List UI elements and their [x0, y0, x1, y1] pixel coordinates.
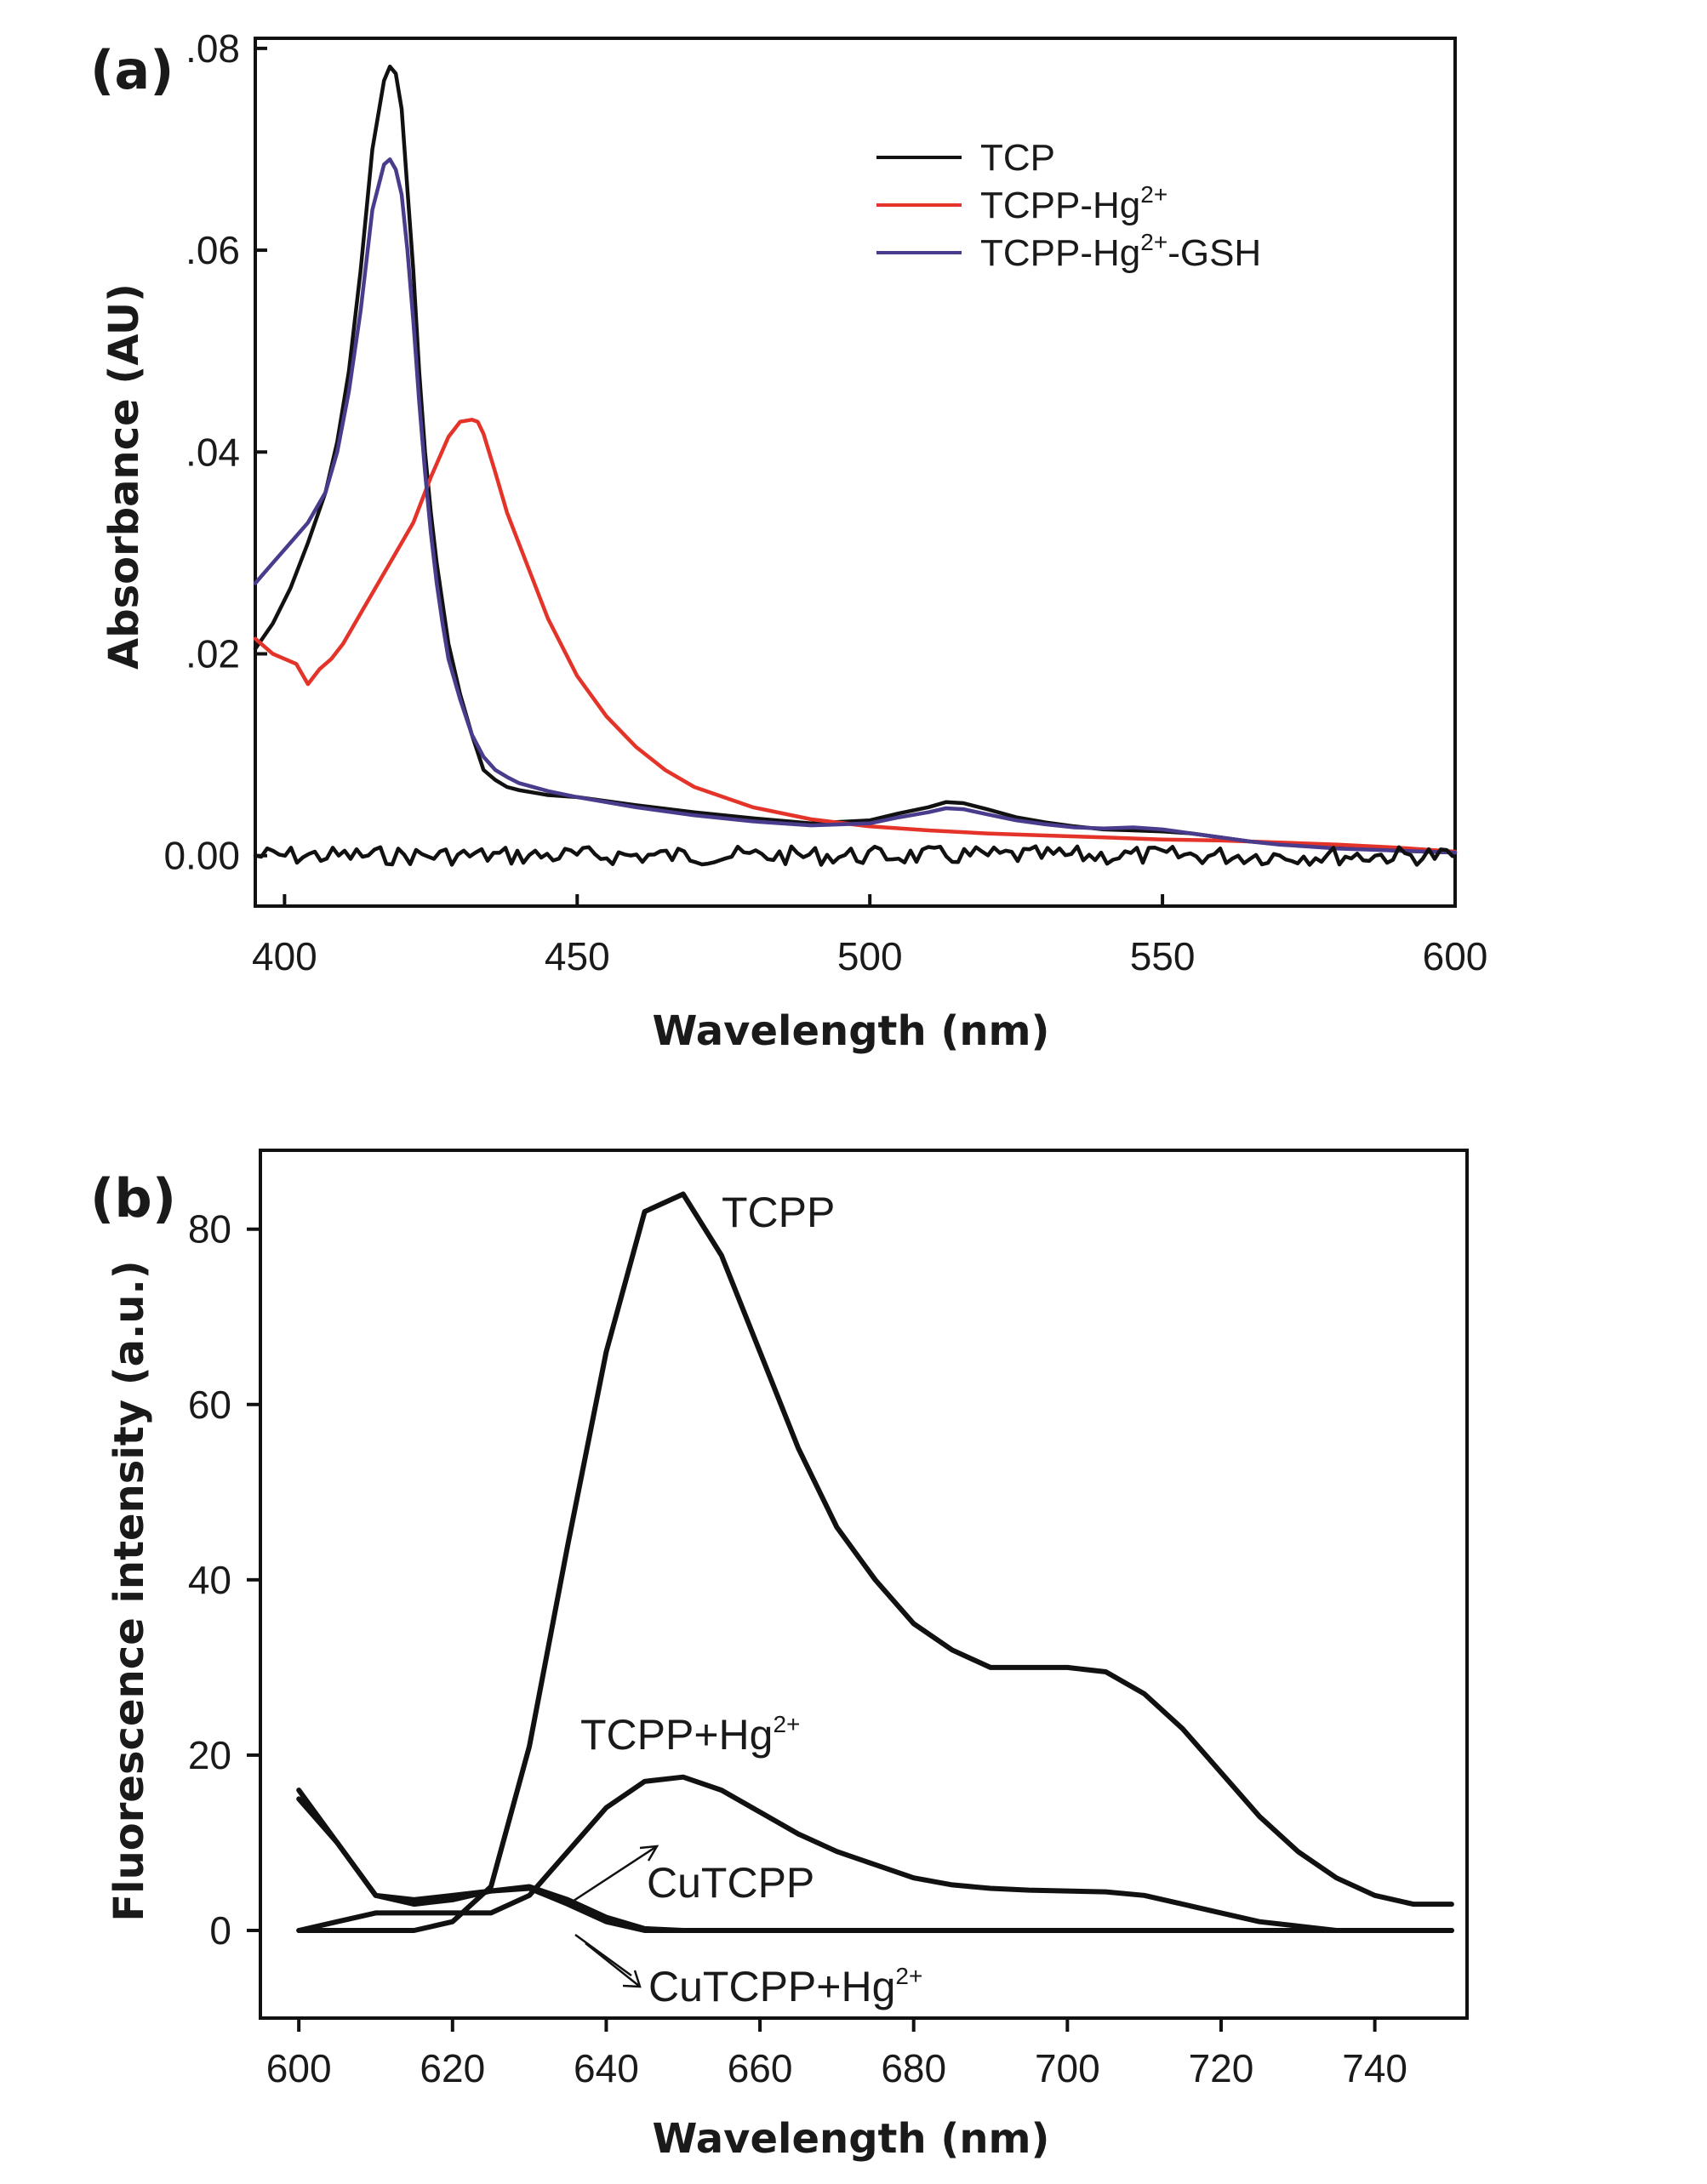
b-y-tick-label-3: 60 [188, 1383, 231, 1427]
series-line-tcpp-b [296, 1191, 1454, 1933]
b-x-tick-label-740: 740 [1342, 2046, 1407, 2090]
annotation-arrow-cutcpp-hg-2 [574, 1933, 632, 1977]
a-x-tick-label-600: 600 [1423, 934, 1488, 978]
b-x-tick-label-720: 720 [1189, 2046, 1254, 2090]
annotation-cutcpp-hg: CuTCPP+Hg2+ [648, 1963, 922, 2010]
b-x-tick-label-660: 660 [728, 2046, 793, 2090]
annotation-arrow-cutcpp-hg [585, 1942, 641, 1987]
series-line-baseline-a [253, 844, 1455, 867]
series-line-cutcpp-hg2-b [296, 1788, 1454, 1933]
annotation-tcpp-hg: TCPP+Hg2+ [580, 1711, 800, 1759]
annotation-arrowhead-cutcpp-hg [622, 1970, 642, 1988]
panel-a-marks: 400 450 500 550 600 0.00 .02 .04 .06 .08 [163, 26, 1487, 978]
a-y-tick-label-3: .06 [186, 228, 240, 272]
a-x-tick-label-400: 400 [252, 934, 317, 978]
series-line-tcp-a [253, 64, 1458, 855]
panel-b-y-axis-title: Fluorescence intensity (a.u.) [106, 1260, 153, 1921]
b-x-tick-label-640: 640 [574, 2046, 639, 2090]
annotation-cutcpp: CuTCPP [647, 1859, 814, 1907]
b-y-tick-label-0: 0 [209, 1908, 231, 1953]
panel-a-plot-frame [254, 37, 1457, 908]
b-x-tick-label-620: 620 [420, 2046, 485, 2090]
a-x-tick-label-500: 500 [837, 934, 903, 978]
panel-b-x-axis-title: Wavelength (nm) [653, 2115, 1050, 2163]
panel-b-annotations: TCPP TCPP+Hg2+ CuTCPP CuTCPP+Hg2+ [568, 1189, 922, 2010]
legend-label-tcpp-hg-gsh: TCPP-Hg2+-GSH [980, 229, 1261, 274]
a-y-tick-label-0: 0.00 [163, 834, 240, 878]
panel-a-x-axis-title: Wavelength (nm) [653, 1007, 1050, 1055]
a-y-tick-label-1: .02 [186, 631, 240, 676]
annotation-arrow-cutcpp [568, 1845, 658, 1906]
panel-a-legend: TCP TCPP-Hg2+ TCPP-Hg2+-GSH [876, 137, 1261, 274]
annotation-tcpp: TCPP [722, 1189, 835, 1236]
panel-a-label: (a) [90, 39, 174, 101]
panel-b-marks: 600 620 640 660 680 700 720 740 0 20 40 60 80 [188, 1191, 1454, 2090]
series-line-tcpp-hg2-b [296, 1774, 1454, 1933]
panel-b-label: (b) [90, 1167, 176, 1229]
series-line-tcpp-hg2-a [253, 418, 1458, 854]
b-y-tick-label-4: 80 [188, 1207, 231, 1252]
series-line-tcpp-hg2-gsh-a [253, 157, 1458, 855]
a-y-tick-label-2: .04 [186, 430, 240, 474]
panel-a-y-axis-title: Absorbance (AU) [100, 283, 148, 670]
legend-label-tcp: TCP [980, 137, 1055, 179]
a-x-tick-label-550: 550 [1130, 934, 1196, 978]
b-x-tick-label-680: 680 [881, 2046, 946, 2090]
b-y-tick-label-1: 20 [188, 1733, 231, 1777]
b-x-tick-label-600: 600 [266, 2046, 332, 2090]
b-y-tick-label-2: 40 [188, 1558, 231, 1602]
a-y-tick-label-4: .08 [186, 26, 240, 71]
a-x-tick-label-450: 450 [545, 934, 610, 978]
annotation-arrowhead-cutcpp [639, 1845, 659, 1862]
panel-b-plot-frame [259, 1149, 1469, 2020]
panel-b-fluorescence-chart: (b) 600 620 640 660 680 700 720 740 0 20 40 60 80 Wa… [90, 1149, 1469, 2163]
legend-label-tcpp-hg: TCPP-Hg2+ [980, 181, 1167, 226]
panel-a-absorbance-chart: (a) 400 450 500 550 600 0.00 .02 .04 .06 .08 Wave… [90, 26, 1487, 1055]
b-x-tick-label-700: 700 [1035, 2046, 1100, 2090]
